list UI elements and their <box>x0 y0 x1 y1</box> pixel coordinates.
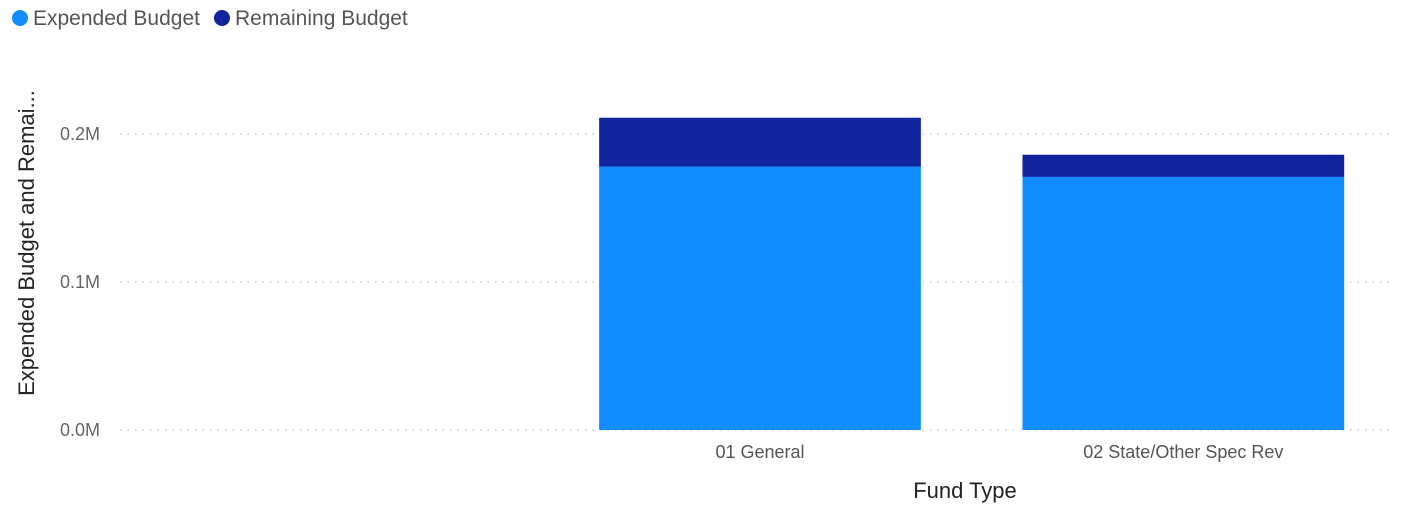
legend-marker-1 <box>12 10 28 26</box>
legend-marker-2 <box>213 10 230 26</box>
y-axis-ticks: 0.0M 0.1M 0.2M <box>60 124 100 440</box>
bar-2-series-2[interactable] <box>599 117 921 167</box>
x-axis-title: Fund Type <box>913 478 1017 503</box>
x-axis-ticks: 01 General 02 State/Other Spec Rev <box>715 442 1283 462</box>
bar-3-series-2[interactable] <box>1022 154 1345 177</box>
x-tick-label-2: 01 General <box>715 442 804 462</box>
y-axis-title: Expended Budget and Remai... <box>14 90 39 396</box>
y-tick-label-1: 0.0M <box>60 420 100 440</box>
bars <box>599 117 1345 430</box>
bar-3-series-1[interactable] <box>1022 176 1345 430</box>
y-tick-label-3: 0.2M <box>60 124 100 144</box>
y-tick-label-2: 0.1M <box>60 272 100 292</box>
bar-2-series-1[interactable] <box>599 166 921 430</box>
legend-label-1: Expended Budget <box>33 7 200 30</box>
legend-label-2: Remaining Budget <box>235 7 408 30</box>
legend: Expended Budget Remaining Budget <box>12 7 408 30</box>
x-tick-label-3: 02 State/Other Spec Rev <box>1083 442 1283 462</box>
